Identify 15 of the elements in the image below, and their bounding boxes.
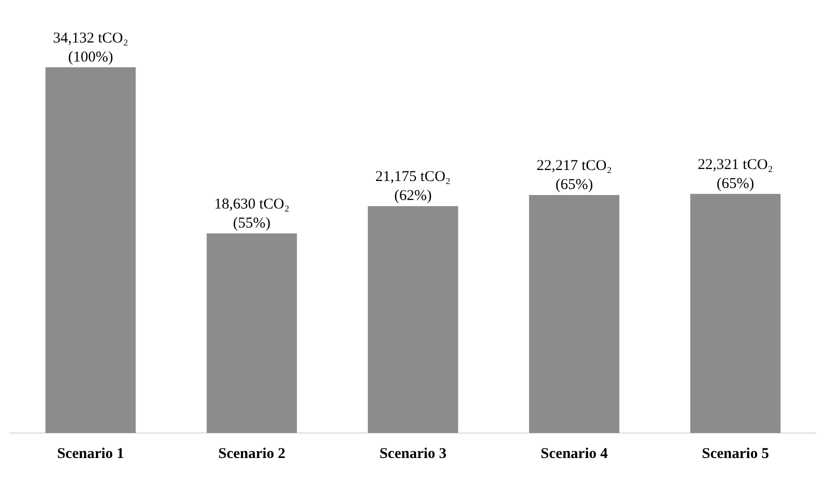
x-tick-label: Scenario 2 xyxy=(218,446,286,462)
data-label: 22,217 tCO₂ (65%) xyxy=(536,158,612,193)
bar xyxy=(529,194,620,433)
bar xyxy=(368,206,458,433)
data-label: 34,132 tCO₂ (100%) xyxy=(52,30,128,66)
data-label: 21,175 tCO₂ (62%) xyxy=(375,169,451,204)
x-tick-label: Scenario 1 xyxy=(57,446,124,462)
x-tick-label: Scenario 3 xyxy=(379,446,447,462)
x-tick-label: Scenario 4 xyxy=(540,446,608,462)
bar xyxy=(206,233,297,433)
bar xyxy=(690,194,781,433)
x-tick-label: Scenario 5 xyxy=(702,446,769,462)
data-label: 18,630 tCO₂ (55%) xyxy=(214,196,290,232)
bar xyxy=(45,67,136,433)
data-label: 22,321 tCO₂ (65%) xyxy=(698,156,774,192)
